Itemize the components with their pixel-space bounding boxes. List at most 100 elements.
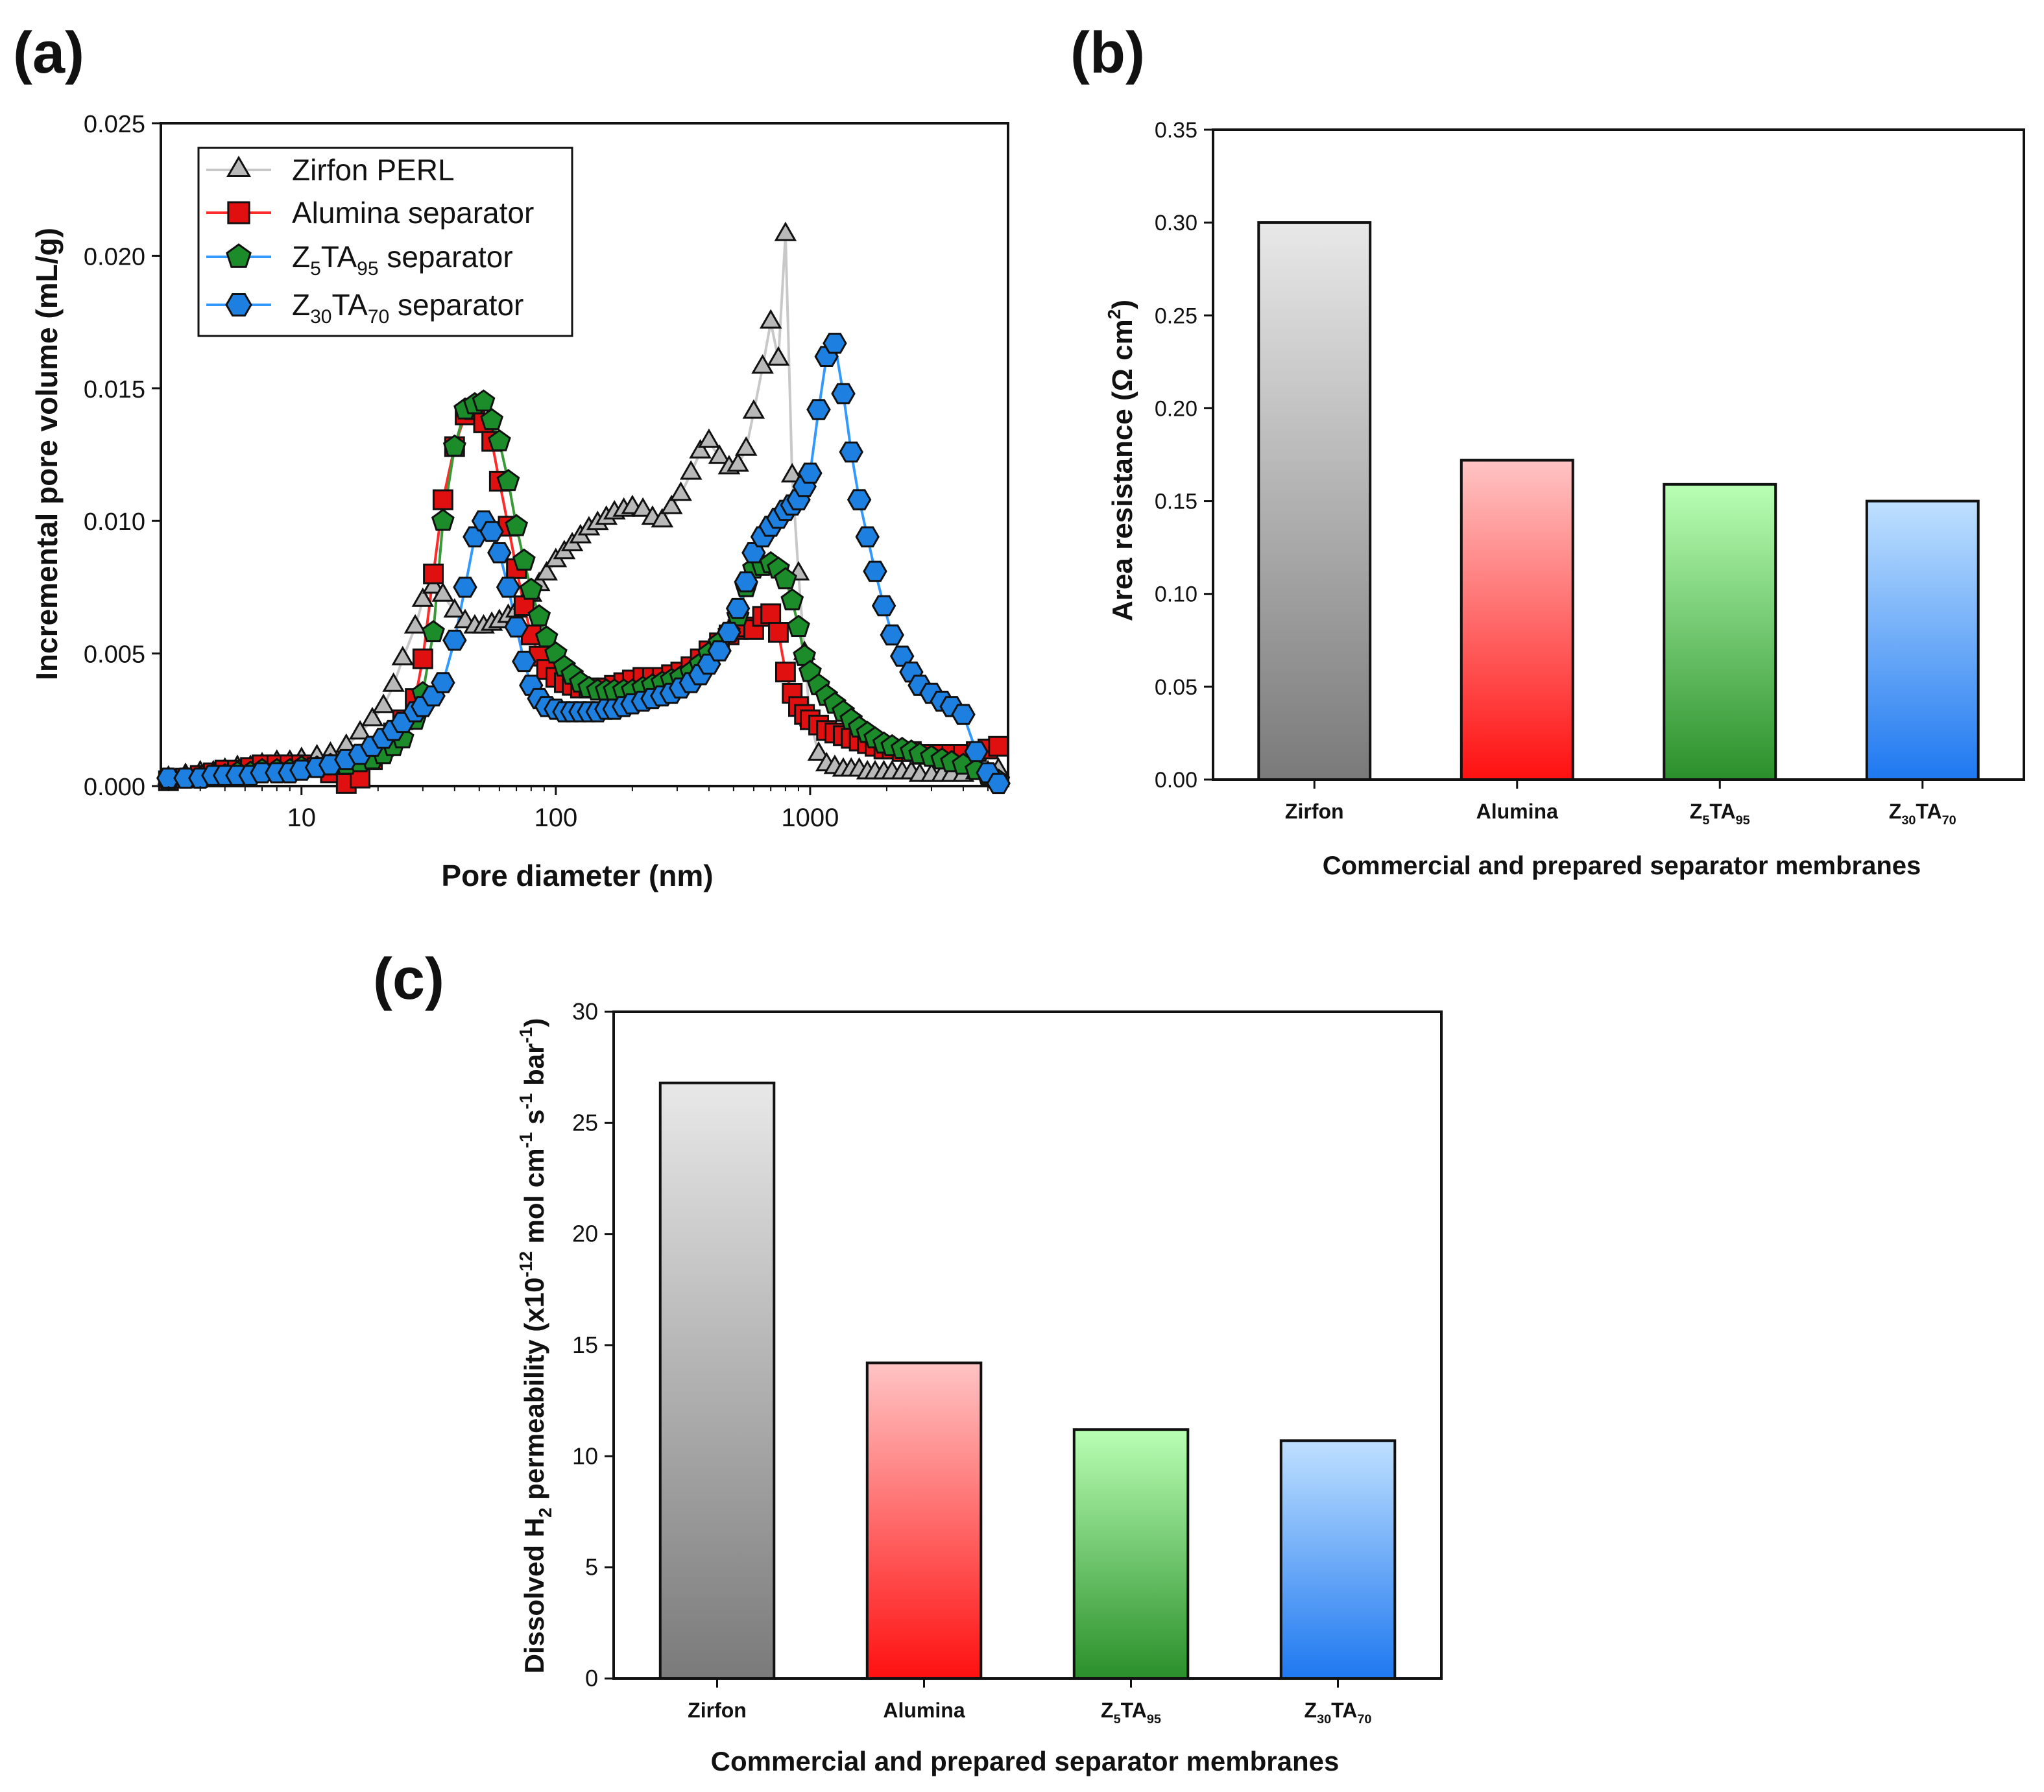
- data-point-z30ta70: [707, 640, 732, 662]
- data-point-zirfon: [774, 221, 797, 241]
- data-point-zirfon: [631, 497, 655, 517]
- panel-c-y-tick-label: 5: [585, 1554, 598, 1581]
- panel-c-y-title-p6: ): [519, 1018, 549, 1027]
- data-point-zirfon: [431, 582, 455, 602]
- panel-b-chart: (b) 0.00 0.05 0.10 0.15 0.20 0.25 0.30 0.35 Zir…: [1070, 21, 2025, 880]
- panel-a-y-axis: 0.000 0.005 0.010 0.015 0.020 0.025: [84, 111, 161, 801]
- panel-b-y-tick-label: 0.10: [1155, 582, 1197, 607]
- legend-label-alumina-text: Alumina separator: [292, 196, 534, 230]
- data-point-zirfon: [535, 561, 559, 580]
- data-point-alumina: [775, 662, 796, 683]
- data-point-z30ta70: [431, 672, 455, 693]
- bar-z5ta95: [1072, 1428, 1190, 1680]
- data-point-z5ta95: [487, 429, 511, 451]
- data-point-z30ta70: [717, 621, 741, 643]
- data-point-z30ta70: [986, 772, 1011, 794]
- panel-a-y-tick-label: 0.025: [84, 111, 145, 138]
- panel-a-x-axis: 10 100 1000: [167, 786, 989, 832]
- panel-b-y-tick-label: 0.30: [1155, 211, 1197, 235]
- bar-z5ta95: [1663, 483, 1777, 781]
- data-point-z30ta70: [512, 651, 536, 673]
- legend-z30ta70-z-sub: 30: [310, 306, 331, 328]
- legend-marker-z5ta95: [226, 243, 252, 268]
- data-point-z30ta70: [504, 616, 529, 638]
- bar-z30ta70: [1279, 1439, 1397, 1680]
- data-point-alumina: [988, 735, 1009, 757]
- data-point-z30ta70: [487, 542, 512, 564]
- panel-a-y-tick-label: 0.020: [84, 243, 145, 270]
- data-point-z30ta70: [453, 577, 477, 598]
- category-label-z5ta95: Z5TA95: [1101, 1699, 1161, 1726]
- data-point-zirfon: [679, 460, 703, 480]
- panel-c-y-title-e3: -1: [516, 1093, 536, 1110]
- data-point-z30ta70: [839, 441, 863, 463]
- panel-a-plot-frame: [160, 122, 1009, 787]
- legend-entry-zirfon: Zirfon PERL: [206, 153, 455, 187]
- data-point-z30ta70: [847, 489, 872, 510]
- panel-c-y-tick-label: 15: [572, 1332, 598, 1358]
- legend-label-zirfon: Zirfon PERL: [292, 153, 455, 187]
- data-point-zirfon: [403, 614, 427, 634]
- series-points-z30ta70: [156, 333, 1011, 794]
- category-label-alumina: Alumina: [883, 1699, 965, 1722]
- data-point-zirfon: [651, 508, 674, 528]
- category-label-zirfon: Zirfon: [688, 1699, 747, 1722]
- data-point-z30ta70: [479, 521, 504, 542]
- data-point-zirfon: [411, 587, 435, 607]
- data-point-z5ta95: [480, 408, 504, 431]
- data-point-zirfon: [742, 399, 765, 419]
- data-point-z5ta95: [431, 508, 455, 531]
- legend-z30ta70-mid: TA: [331, 288, 368, 322]
- legend-marker-zirfon: [226, 156, 252, 177]
- data-point-zirfon: [660, 494, 683, 514]
- data-point-zirfon: [767, 346, 790, 366]
- data-point-z30ta70: [951, 704, 976, 725]
- data-point-z5ta95: [527, 604, 551, 627]
- panel-c-y-title-p1: Dissolved H: [519, 1518, 549, 1673]
- panel-c-y-tick-label: 0: [585, 1665, 598, 1691]
- category-label-z30ta70: Z30TA70: [1889, 800, 1956, 828]
- series-points-z5ta95: [156, 389, 1011, 791]
- legend-z5ta95-tail: separator: [379, 240, 513, 274]
- data-point-zirfon: [708, 444, 731, 464]
- bar-alumina: [865, 1361, 983, 1680]
- data-point-z30ta70: [442, 629, 467, 651]
- panel-b-x-axis: Zirfon Alumina Z5TA95 Z30TA70: [1285, 780, 1956, 828]
- legend-z5ta95-ta-sub: 95: [357, 258, 378, 280]
- data-point-z5ta95: [773, 567, 797, 590]
- panel-a-chart: (a) 0.000 0.005 0.010 0.015 0.020 0.025 10 100…: [13, 21, 1011, 892]
- data-point-zirfon: [382, 672, 405, 692]
- panel-c-y-title-p3: mol cm: [519, 1148, 549, 1251]
- category-label-zirfon: Zirfon: [1285, 800, 1344, 823]
- data-point-z30ta70: [880, 624, 904, 646]
- panel-c-y-tick-label: 10: [572, 1442, 598, 1469]
- data-point-z30ta70: [871, 595, 896, 617]
- legend-z30ta70-ta-sub: 70: [368, 306, 389, 328]
- panel-c-y-tick-label: 30: [572, 998, 598, 1025]
- data-point-z5ta95: [535, 625, 559, 648]
- panel-a-x-axis-title: Pore diameter (nm): [441, 859, 713, 892]
- panel-a-x-tick-label: 10: [287, 804, 317, 832]
- bar-zirfon: [658, 1081, 776, 1680]
- data-point-zirfon: [348, 720, 372, 740]
- legend-entry-alumina: Alumina separator: [206, 196, 534, 230]
- bar-z30ta70: [1865, 499, 1980, 781]
- panel-c-chart: (c) 0 5 10 15 20 25 30 Zirfon Alumina Z5TA95 Z30T…: [373, 947, 1443, 1776]
- category-label-alumina: Alumina: [1476, 800, 1558, 823]
- data-point-z5ta95: [496, 469, 520, 492]
- panel-c-y-axis: 0 5 10 15 20 25 30: [572, 998, 614, 1691]
- data-point-z30ta70: [855, 526, 880, 547]
- panel-b-y-tick-label: 0.25: [1155, 304, 1197, 328]
- data-point-z30ta70: [863, 560, 887, 582]
- panel-c-label: (c): [373, 947, 444, 1012]
- data-point-zirfon: [697, 428, 721, 448]
- panel-b-y-axis: 0.00 0.05 0.10 0.15 0.20 0.25 0.30 0.35: [1155, 118, 1213, 793]
- legend-label-alumina: Alumina separator: [292, 196, 534, 230]
- data-point-zirfon: [372, 693, 395, 713]
- panel-b-y-title-sup: 2: [1104, 309, 1124, 320]
- legend-marker-alumina: [227, 201, 250, 224]
- panel-c-y-title-p2: permeability (x10: [519, 1278, 549, 1508]
- panel-b-y-title-main: Area resistance (Ω cm: [1107, 319, 1138, 621]
- data-point-zirfon: [759, 309, 782, 329]
